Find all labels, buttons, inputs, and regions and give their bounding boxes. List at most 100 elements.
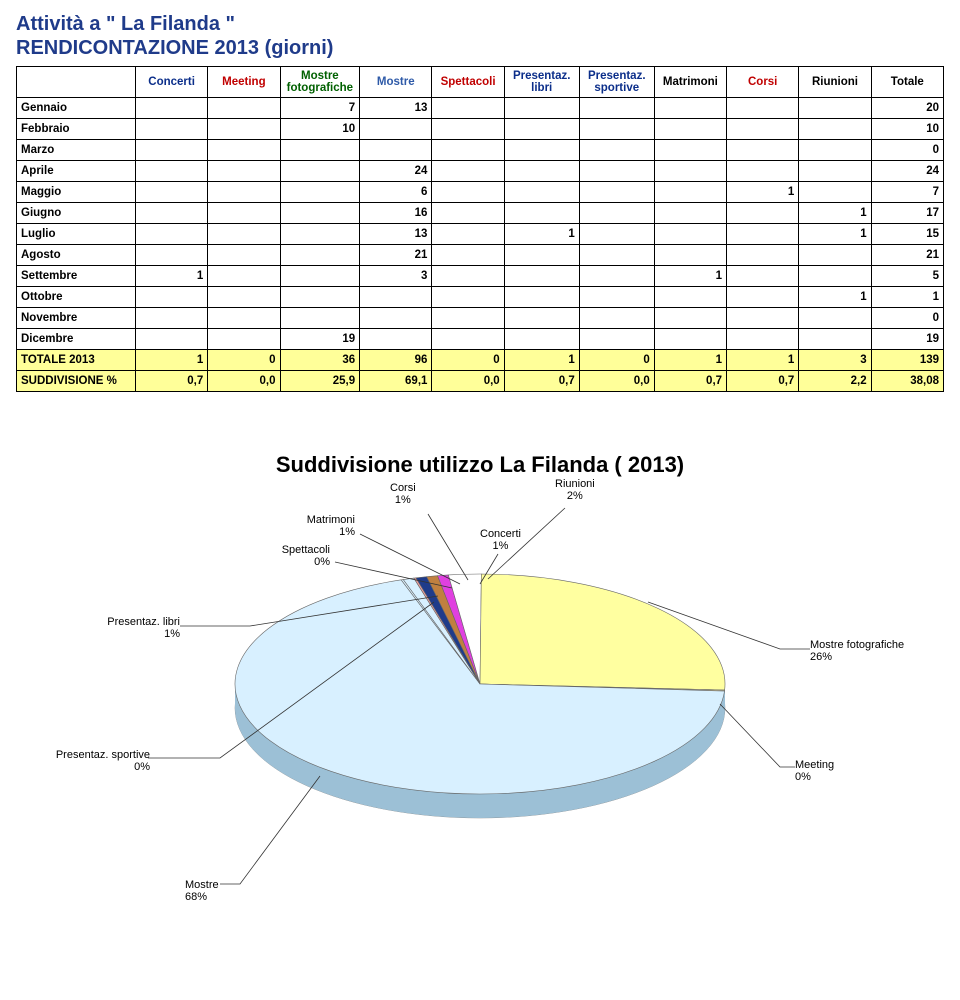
cell: 10: [280, 119, 360, 140]
cell: [432, 182, 504, 203]
cell: [727, 266, 799, 287]
cell: 13: [360, 224, 432, 245]
cell: 0: [208, 350, 280, 371]
cell: [727, 287, 799, 308]
row-label: Febbraio: [17, 119, 136, 140]
cell: [360, 287, 432, 308]
table-row: Luglio131115: [17, 224, 944, 245]
cell: [432, 161, 504, 182]
cell: [432, 308, 504, 329]
cell: [208, 161, 280, 182]
cell: [654, 287, 726, 308]
cell: [135, 161, 207, 182]
cell: [135, 182, 207, 203]
cell: [727, 119, 799, 140]
label-meeting: Meeting0%: [795, 759, 875, 783]
cell: [799, 266, 871, 287]
col-header: Mostre fotografiche: [280, 67, 360, 98]
cell: 1: [799, 224, 871, 245]
cell: [504, 140, 579, 161]
cell: 7: [871, 182, 943, 203]
cell: 13: [360, 98, 432, 119]
cell: [432, 266, 504, 287]
label-mostre: Mostre68%: [185, 879, 265, 903]
cell: [135, 287, 207, 308]
cell: [504, 287, 579, 308]
cell: [727, 203, 799, 224]
cell: [727, 329, 799, 350]
cell: 15: [871, 224, 943, 245]
table-row: Gennaio71320: [17, 98, 944, 119]
cell: [504, 203, 579, 224]
table-header-row: ConcertiMeetingMostre fotograficheMostre…: [17, 67, 944, 98]
cell: [280, 182, 360, 203]
cell: [432, 245, 504, 266]
cell: [432, 98, 504, 119]
cell: 0,0: [432, 371, 504, 392]
row-label: Maggio: [17, 182, 136, 203]
cell: [504, 98, 579, 119]
cell: 24: [871, 161, 943, 182]
cell: [799, 308, 871, 329]
col-header: Concerti: [135, 67, 207, 98]
cell: [208, 266, 280, 287]
label-concerti: Concerti1%: [480, 528, 521, 552]
row-label: Novembre: [17, 308, 136, 329]
cell: [579, 98, 654, 119]
cell: [135, 224, 207, 245]
col-header: Totale: [871, 67, 943, 98]
page-title-1: Attività a " La Filanda ": [16, 12, 944, 36]
cell: [579, 203, 654, 224]
cell: [799, 98, 871, 119]
cell: [135, 308, 207, 329]
cell: [727, 224, 799, 245]
cell: 10: [871, 119, 943, 140]
cell: [579, 266, 654, 287]
table-row: Marzo0: [17, 140, 944, 161]
table-row: Giugno16117: [17, 203, 944, 224]
cell: [579, 224, 654, 245]
cell: [135, 119, 207, 140]
cell: [727, 308, 799, 329]
cell: 19: [871, 329, 943, 350]
cell: 6: [360, 182, 432, 203]
row-label: Dicembre: [17, 329, 136, 350]
cell: [654, 161, 726, 182]
cell: [208, 98, 280, 119]
row-label: Marzo: [17, 140, 136, 161]
cell: 96: [360, 350, 432, 371]
cell: [280, 203, 360, 224]
cell: [727, 98, 799, 119]
label-corsi: Corsi1%: [390, 482, 416, 506]
cell: [799, 119, 871, 140]
cell: [504, 245, 579, 266]
table-row: Ottobre11: [17, 287, 944, 308]
cell: [208, 182, 280, 203]
cell: 25,9: [280, 371, 360, 392]
col-header: [17, 67, 136, 98]
cell: [654, 98, 726, 119]
table-row: Settembre1315: [17, 266, 944, 287]
cell: [280, 308, 360, 329]
cell: 0,7: [727, 371, 799, 392]
cell: [432, 329, 504, 350]
cell: [280, 266, 360, 287]
cell: [654, 308, 726, 329]
cell: [799, 329, 871, 350]
row-label: Luglio: [17, 224, 136, 245]
cell: [280, 287, 360, 308]
cell: [504, 119, 579, 140]
row-label: Settembre: [17, 266, 136, 287]
cell: 16: [360, 203, 432, 224]
cell: [654, 329, 726, 350]
cell: [208, 245, 280, 266]
cell: [799, 140, 871, 161]
cell: [579, 287, 654, 308]
pct-row: SUDDIVISIONE %0,70,025,969,10,00,70,00,7…: [17, 371, 944, 392]
table-row: Aprile2424: [17, 161, 944, 182]
table-row: Maggio617: [17, 182, 944, 203]
cell: 1: [504, 224, 579, 245]
cell: [727, 161, 799, 182]
row-label: TOTALE 2013: [17, 350, 136, 371]
chart-title: Suddivisione utilizzo La Filanda ( 2013): [16, 452, 944, 478]
